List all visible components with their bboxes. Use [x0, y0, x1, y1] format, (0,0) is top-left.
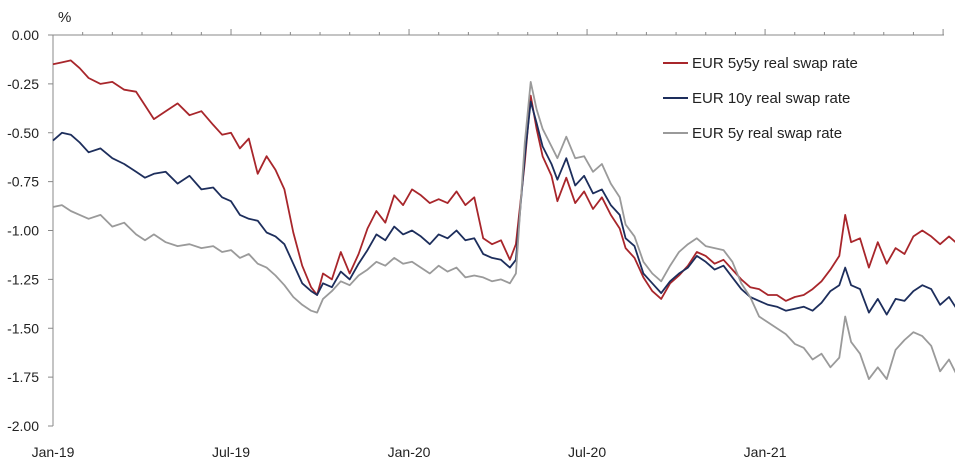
y-tick-label: -1.00	[7, 223, 39, 239]
y-tick-label: -1.50	[7, 320, 39, 336]
series-line-2	[52, 100, 955, 316]
x-tick-label: Jan-19	[32, 444, 75, 460]
y-tick-label: -2.00	[7, 418, 39, 434]
x-tick-label: Jan-21	[744, 444, 787, 460]
legend-label: EUR 10y real swap rate	[692, 90, 850, 107]
y-tick-label: -0.25	[7, 76, 39, 92]
y-tick-label: -1.25	[7, 271, 39, 287]
x-tick-label: Jan-20	[388, 444, 431, 460]
legend-label: EUR 5y5y real swap rate	[692, 55, 858, 72]
y-tick-label: -1.75	[7, 369, 39, 385]
y-tick-label: -0.50	[7, 125, 39, 141]
x-tick-label: Jul-19	[212, 444, 250, 460]
axes: 0.00 -0.25 -0.50 -0.75 -1.00 -1.25 -1.50 -1.75 -…	[7, 27, 944, 460]
legend-label: EUR 5y real swap rate	[692, 125, 842, 142]
series-line-3	[52, 81, 955, 380]
y-tick-label: 0.00	[12, 27, 39, 43]
series-lines	[52, 59, 955, 380]
legend: EUR 5y5y real swap rate EUR 10y real swap…	[663, 55, 858, 142]
y-tick-label: -0.75	[7, 174, 39, 190]
y-unit-label: %	[58, 9, 71, 26]
x-tick-label: Jul-20	[568, 444, 606, 460]
